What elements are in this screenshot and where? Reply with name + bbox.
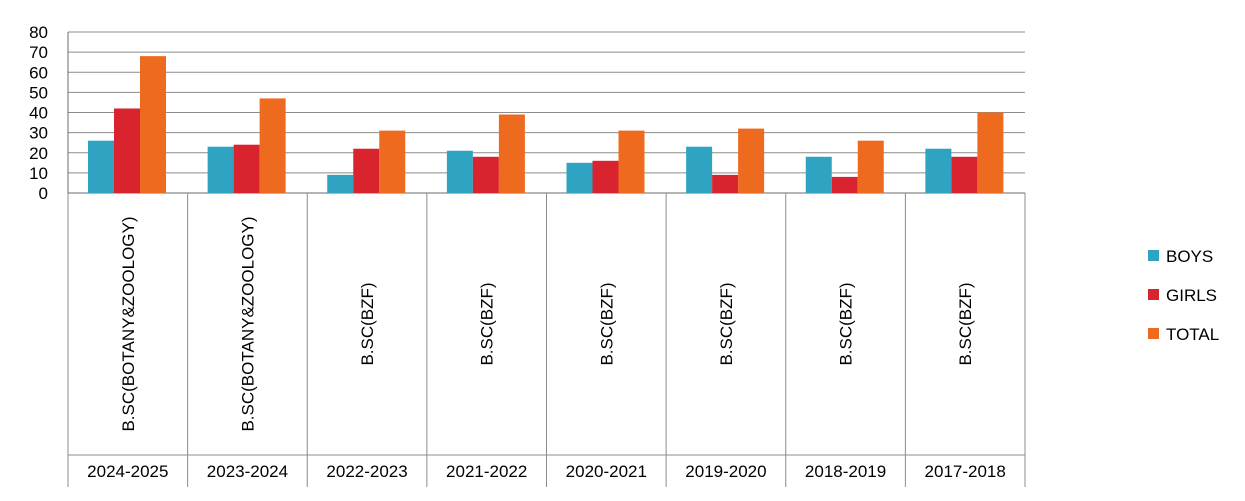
bar-group xyxy=(88,56,166,194)
bar-girls xyxy=(472,156,499,193)
y-tick-label: 0 xyxy=(39,184,48,203)
year-label: 2022-2023 xyxy=(326,462,407,481)
course-label: B.SC(BZF) xyxy=(837,282,856,365)
bar-girls xyxy=(353,148,380,193)
bar-group xyxy=(805,140,884,193)
legend-label: BOYS xyxy=(1166,247,1213,266)
course-label: B.SC(BOTANY&ZOOLOGY) xyxy=(238,216,257,431)
category-table: B.SC(BOTANY&ZOOLOGY) 2024-2025 B.SC(BOTANY… xyxy=(67,193,1026,487)
bar-total xyxy=(738,128,765,193)
year-label: 2023-2024 xyxy=(207,462,288,481)
legend: BOYS GIRLS TOTAL xyxy=(1148,247,1219,344)
legend-label: GIRLS xyxy=(1166,286,1217,305)
year-label: 2020-2021 xyxy=(566,462,647,481)
bar-boys xyxy=(686,146,713,193)
legend-swatch xyxy=(1148,250,1159,261)
year-label: 2017-2018 xyxy=(925,462,1006,481)
bar-boys xyxy=(88,140,114,193)
bar-group xyxy=(207,98,286,193)
bars xyxy=(88,56,1004,194)
bar-total xyxy=(259,98,286,193)
bar-group xyxy=(446,114,525,193)
bar-total xyxy=(977,112,1004,193)
bar-group xyxy=(327,130,406,193)
bar-girls xyxy=(712,174,739,193)
bar-girls xyxy=(592,160,619,193)
bar-total xyxy=(857,140,884,193)
bar-boys xyxy=(925,148,952,193)
y-tick-label: 10 xyxy=(29,164,48,183)
course-label: B.SC(BZF) xyxy=(956,282,975,365)
year-label: 2018-2019 xyxy=(805,462,886,481)
bar-group xyxy=(686,128,765,193)
legend-item-girls: GIRLS xyxy=(1148,286,1217,305)
y-tick-label: 40 xyxy=(29,104,48,123)
bar-group xyxy=(925,112,1004,193)
bar-total xyxy=(379,130,406,193)
bar-boys xyxy=(566,162,593,193)
legend-swatch xyxy=(1148,289,1159,300)
bar-total xyxy=(498,114,525,193)
course-label: B.SC(BZF) xyxy=(717,282,736,365)
y-tick-label: 30 xyxy=(29,124,48,143)
y-tick-label: 80 xyxy=(29,23,48,42)
year-label: 2019-2020 xyxy=(685,462,766,481)
legend-swatch xyxy=(1148,328,1159,339)
course-label: B.SC(BZF) xyxy=(358,282,377,365)
bar-girls xyxy=(951,156,978,193)
y-tick-label: 20 xyxy=(29,144,48,163)
year-label: 2024-2025 xyxy=(87,462,168,481)
bar-girls xyxy=(114,108,140,193)
bar-girls xyxy=(233,144,260,193)
course-label: B.SC(BZF) xyxy=(597,282,616,365)
bar-total xyxy=(140,56,166,194)
bar-boys xyxy=(805,156,832,193)
y-tick-label: 70 xyxy=(29,43,48,62)
legend-item-boys: BOYS xyxy=(1148,247,1213,266)
bar-group xyxy=(566,130,645,193)
legend-item-total: TOTAL xyxy=(1148,325,1219,344)
bar-girls xyxy=(831,176,858,193)
legend-label: TOTAL xyxy=(1166,325,1219,344)
y-tick-label: 60 xyxy=(29,63,48,82)
course-label: B.SC(BOTANY&ZOOLOGY) xyxy=(119,216,138,431)
y-tick-label: 50 xyxy=(29,83,48,102)
year-label: 2021-2022 xyxy=(446,462,527,481)
bar-boys xyxy=(446,150,473,193)
course-label: B.SC(BZF) xyxy=(478,282,497,365)
bar-boys xyxy=(207,146,234,193)
bar-total xyxy=(618,130,645,193)
bar-boys xyxy=(327,174,354,193)
